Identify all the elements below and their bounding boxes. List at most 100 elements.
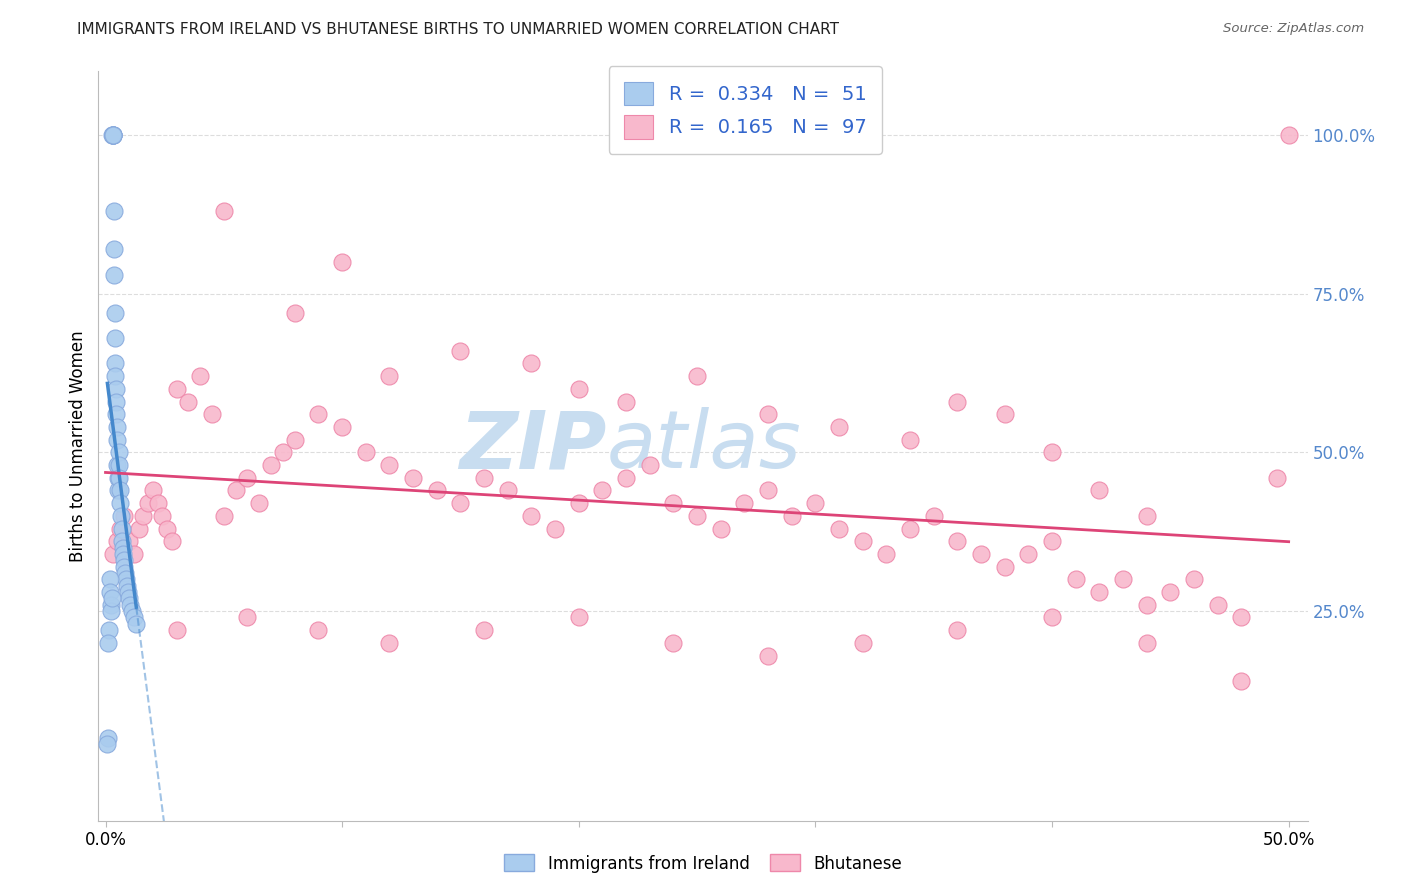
Point: [260, 458, 283, 472]
Point: [108, 522, 131, 536]
Point: [120, 598, 142, 612]
Point: [1136, 508, 1159, 523]
Point: [1088, 483, 1111, 498]
Point: [107, 458, 129, 472]
Point: [994, 559, 1017, 574]
Point: [103, 242, 125, 256]
Point: [994, 407, 1017, 421]
Point: [1136, 636, 1159, 650]
Point: [1136, 598, 1159, 612]
Point: [449, 343, 471, 358]
Point: [1112, 572, 1135, 586]
Point: [156, 522, 179, 536]
Point: [225, 483, 247, 498]
Point: [402, 471, 425, 485]
Point: [710, 522, 733, 536]
Point: [122, 610, 145, 624]
Point: [1265, 471, 1288, 485]
Point: [946, 394, 969, 409]
Point: [426, 483, 449, 498]
Point: [142, 483, 165, 498]
Point: [378, 369, 401, 384]
Point: [117, 585, 139, 599]
Point: [103, 204, 125, 219]
Point: [132, 508, 155, 523]
Point: [662, 636, 685, 650]
Point: [970, 547, 993, 561]
Point: [756, 483, 779, 498]
Point: [98, 572, 121, 586]
Point: [898, 433, 921, 447]
Point: [107, 445, 129, 459]
Point: [496, 483, 519, 498]
Point: [136, 496, 159, 510]
Point: [898, 522, 921, 536]
Point: [104, 382, 127, 396]
Point: [638, 458, 661, 472]
Point: [103, 306, 125, 320]
Point: [103, 268, 125, 282]
Point: [236, 610, 259, 624]
Point: [686, 508, 709, 523]
Point: [330, 420, 353, 434]
Point: [104, 331, 127, 345]
Point: [105, 534, 128, 549]
Point: [112, 547, 135, 561]
Point: [97, 636, 120, 650]
Point: [354, 445, 377, 459]
Point: [112, 553, 135, 567]
Point: [1040, 534, 1063, 549]
Point: [852, 534, 875, 549]
Point: [271, 445, 294, 459]
Point: [160, 534, 183, 549]
Point: [946, 534, 969, 549]
Point: [922, 508, 945, 523]
Point: [614, 471, 637, 485]
Point: [111, 534, 134, 549]
Text: atlas: atlas: [606, 407, 801, 485]
Point: [115, 579, 138, 593]
Legend: Immigrants from Ireland, Bhutanese: Immigrants from Ireland, Bhutanese: [498, 847, 908, 880]
Point: [146, 496, 169, 510]
Point: [780, 508, 803, 523]
Point: [98, 623, 121, 637]
Point: [114, 566, 136, 580]
Point: [101, 128, 124, 142]
Point: [101, 128, 124, 142]
Point: [544, 522, 567, 536]
Point: [1017, 547, 1039, 561]
Y-axis label: Births to Unmarried Women: Births to Unmarried Women: [69, 330, 87, 562]
Point: [166, 623, 188, 637]
Point: [107, 483, 129, 498]
Point: [101, 128, 124, 142]
Point: [101, 547, 124, 561]
Point: [308, 407, 330, 421]
Point: [96, 738, 118, 752]
Point: [1040, 445, 1063, 459]
Point: [247, 496, 270, 510]
Point: [1182, 572, 1205, 586]
Point: [378, 458, 401, 472]
Point: [828, 522, 851, 536]
Point: [756, 407, 779, 421]
Point: [614, 394, 637, 409]
Point: [756, 648, 779, 663]
Point: [150, 508, 173, 523]
Point: [105, 394, 128, 409]
Text: ZIP: ZIP: [458, 407, 606, 485]
Point: [128, 522, 150, 536]
Legend: R =  0.334   N =  51, R =  0.165   N =  97: R = 0.334 N = 51, R = 0.165 N = 97: [609, 66, 882, 154]
Point: [1159, 585, 1181, 599]
Point: [520, 356, 543, 370]
Point: [108, 496, 131, 510]
Point: [108, 471, 131, 485]
Point: [212, 204, 235, 219]
Point: [520, 508, 543, 523]
Point: [111, 541, 134, 555]
Point: [236, 471, 259, 485]
Point: [472, 471, 495, 485]
Point: [100, 598, 122, 612]
Point: [828, 420, 851, 434]
Point: [686, 369, 709, 384]
Point: [1230, 673, 1253, 688]
